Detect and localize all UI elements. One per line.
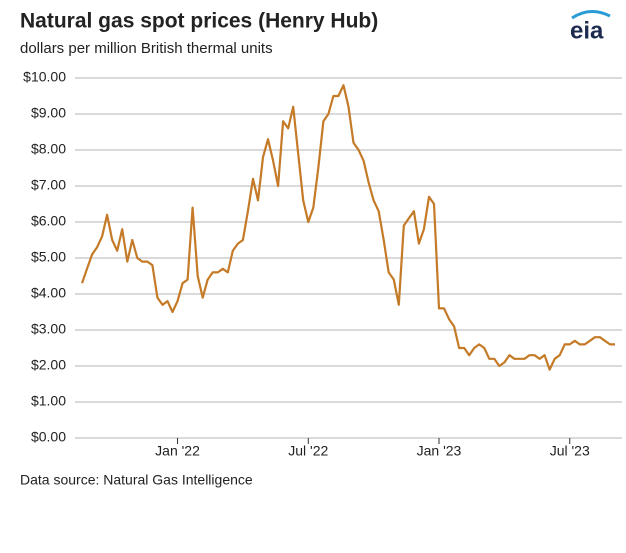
y-tick-label: $1.00 — [31, 393, 66, 409]
chart-subtitle: dollars per million British thermal unit… — [20, 40, 273, 57]
x-tick-label: Jan '23 — [417, 443, 462, 459]
chart-title: Natural gas spot prices (Henry Hub) — [20, 10, 378, 33]
y-tick-label: $9.00 — [31, 105, 66, 121]
x-tick-label: Jan '22 — [155, 443, 200, 459]
y-tick-label: $8.00 — [31, 141, 66, 157]
y-tick-label: $4.00 — [31, 285, 66, 301]
x-tick-label: Jul '23 — [550, 443, 590, 459]
y-tick-label: $7.00 — [31, 177, 66, 193]
source-note: Data source: Natural Gas Intelligence — [20, 472, 253, 488]
y-tick-label: $2.00 — [31, 357, 66, 373]
logo-arc — [571, 10, 611, 20]
y-tick-label: $3.00 — [31, 321, 66, 337]
logo: eia — [570, 17, 604, 44]
y-tick-label: $10.00 — [23, 69, 66, 85]
price-line — [80, 84, 615, 371]
y-tick-label: $6.00 — [31, 213, 66, 229]
y-tick-label: $5.00 — [31, 249, 66, 265]
x-tick-label: Jul '22 — [288, 443, 328, 459]
y-tick-label: $0.00 — [31, 429, 66, 445]
